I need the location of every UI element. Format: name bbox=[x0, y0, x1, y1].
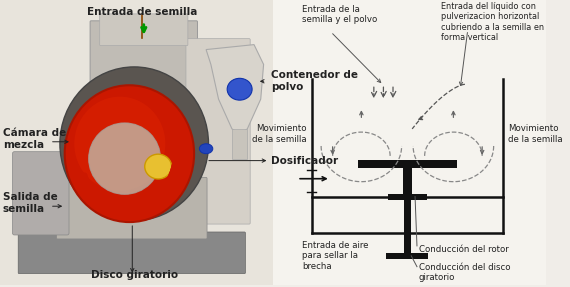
Bar bbox=[273, 0, 547, 284]
FancyBboxPatch shape bbox=[56, 177, 207, 239]
Bar bbox=[404, 199, 411, 253]
Text: Entrada de aire
para sellar la
brecha: Entrada de aire para sellar la brecha bbox=[302, 241, 368, 271]
Bar bbox=[357, 160, 457, 168]
FancyBboxPatch shape bbox=[18, 232, 246, 274]
Text: Entrada de semilla: Entrada de semilla bbox=[87, 7, 197, 17]
FancyBboxPatch shape bbox=[13, 152, 69, 235]
Text: Cámara de
mezcla: Cámara de mezcla bbox=[3, 128, 66, 150]
Text: Entrada de la
semilla y el polvo: Entrada de la semilla y el polvo bbox=[302, 5, 377, 24]
Polygon shape bbox=[206, 44, 263, 134]
Text: Movimiento
de la semilla: Movimiento de la semilla bbox=[508, 124, 563, 144]
FancyBboxPatch shape bbox=[90, 21, 197, 231]
Ellipse shape bbox=[89, 123, 161, 194]
Ellipse shape bbox=[200, 144, 213, 154]
Bar bbox=[232, 129, 247, 159]
Bar bbox=[0, 0, 273, 284]
Ellipse shape bbox=[145, 154, 172, 179]
FancyBboxPatch shape bbox=[100, 14, 188, 46]
Text: Conducción del disco
giratorio: Conducción del disco giratorio bbox=[419, 263, 510, 282]
Bar bbox=[386, 253, 429, 259]
Ellipse shape bbox=[65, 85, 194, 222]
Ellipse shape bbox=[60, 67, 209, 221]
Text: Movimiento
de la semilla: Movimiento de la semilla bbox=[252, 124, 307, 144]
Ellipse shape bbox=[227, 78, 252, 100]
Text: Disco giratorio: Disco giratorio bbox=[91, 269, 178, 280]
Text: Contenedor de
polvo: Contenedor de polvo bbox=[271, 71, 359, 92]
FancyBboxPatch shape bbox=[186, 39, 250, 224]
Bar bbox=[402, 168, 412, 193]
Text: Salida de
semilla: Salida de semilla bbox=[3, 193, 58, 214]
Ellipse shape bbox=[74, 97, 165, 191]
Text: Conducción del rotor: Conducción del rotor bbox=[419, 245, 508, 254]
Text: Entrada del líquido con
pulverizacion horizontal
cubriendo a la semilla en
forma: Entrada del líquido con pulverizacion ho… bbox=[441, 2, 544, 42]
Text: Dosificador: Dosificador bbox=[271, 156, 339, 166]
Bar bbox=[388, 193, 426, 199]
